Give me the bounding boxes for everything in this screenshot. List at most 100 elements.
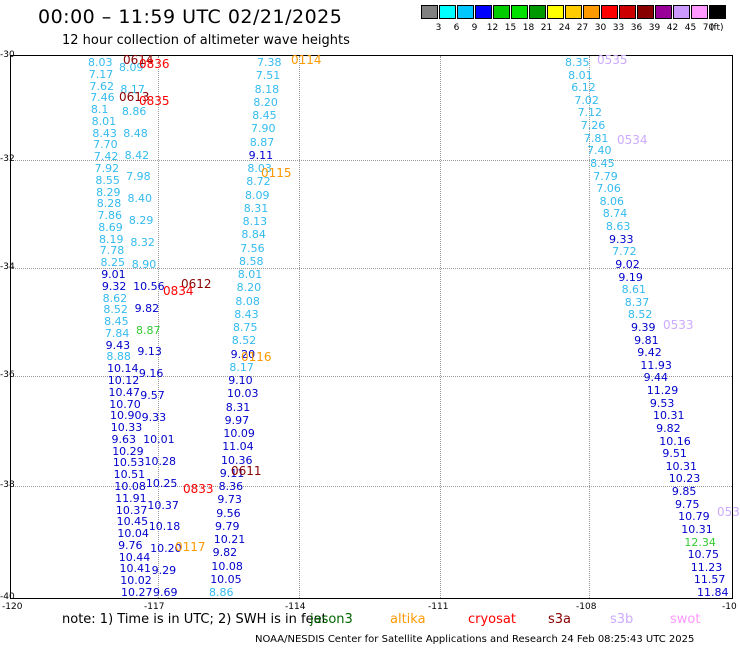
wave-height-label: 7.90 [251,122,276,136]
wave-height-label: 7.70 [93,138,118,152]
wave-height-label: 8.52 [231,334,257,348]
wave-height-label: 7.17 [88,67,114,81]
legend-swatch [475,5,492,19]
wave-height-label: 8.29 [96,185,121,199]
wave-height-label: 8.17 [229,360,254,374]
wave-height-label: 8.09 [245,188,270,202]
legend-swatch [601,5,618,19]
wave-height-label: 9.42 [637,346,662,360]
legend-value: 42 [666,23,679,33]
wave-height-label: 9.82 [212,546,238,560]
wave-height-label: 7.56 [240,241,265,255]
wave-height-label: 9.75 [675,497,700,511]
wave-height-label: 9.01 [101,268,126,281]
wave-height-label: 8.55 [95,173,120,187]
legend-swatch [583,5,600,19]
wave-height-label: 9.33 [141,411,167,424]
satellite-name: cryosat [468,612,516,627]
wave-height-label: 8.18 [254,82,280,96]
wave-height-label: 10.09 [223,427,255,440]
pass-time-label: 0833 [183,482,214,496]
wave-height-label: 9.82 [656,421,681,435]
wave-height-label: 10.79 [678,510,710,524]
wave-height-label: 8.08 [235,294,260,308]
pass-time-label: 0612 [181,277,212,291]
wave-height-label: 8.72 [246,175,271,189]
legend-value: 12 [486,23,499,33]
wave-height-label: 11.93 [640,358,672,372]
wave-height-label: 9.63 [111,432,136,446]
x-axis-label: -114 [285,602,306,612]
wave-height-label: 8.29 [128,214,154,228]
legend-swatch [619,5,636,19]
pass-time-label: 0611 [231,464,262,478]
legend-value: 36 [630,23,643,33]
wave-height-label: 10.18 [148,520,181,534]
legend-value: 3 [435,23,442,33]
grid-line-horizontal [11,160,732,161]
wave-height-label: 8.20 [236,281,262,295]
wave-height-label: 9.97 [224,413,250,427]
wave-height-label: 10.27 [121,586,153,599]
wave-height-label: 11.91 [115,491,147,505]
wave-height-label: 9.13 [137,345,162,359]
wave-height-label: 7.79 [593,169,618,183]
wave-height-label: 7.38 [257,56,282,69]
satellite-name: s3a [548,612,572,627]
wave-height-label: 9.10 [228,374,253,387]
wave-height-label: 8.42 [124,148,150,162]
pass-time-label: 0117 [175,540,206,554]
legend-value: 9 [471,23,478,33]
wave-height-label: 8.17 [120,82,145,96]
pass-time-label: 0614 [123,53,154,67]
wave-height-label: 8.31 [225,400,251,414]
wave-height-label: 8.20 [253,95,278,109]
wave-height-label: 10.37 [115,503,148,517]
legend-swatch [421,5,438,19]
wave-height-label: 8.45 [252,109,277,122]
pass-time-label: 053 [717,505,740,519]
wave-height-label: 9.11 [219,466,245,480]
wave-height-label: 10.36 [221,453,253,467]
wave-height-label: 10.02 [120,574,152,588]
wave-height-label: 7.42 [93,150,119,164]
wave-height-label: 9.81 [634,333,659,347]
pass-time-label: 0836 [139,57,170,71]
wave-height-label: 10.12 [107,374,140,387]
wave-height-label: 10.29 [112,444,144,458]
wave-height-label: 9.82 [134,301,160,315]
pass-time-label: 0613 [119,90,150,104]
wave-height-label: 8.58 [239,254,264,268]
wave-height-label: 8.48 [123,126,148,140]
wave-height-label: 10.28 [144,454,177,468]
legend-value: 18 [522,23,535,33]
wave-height-label: 9.56 [216,506,241,520]
map-subtitle: 12 hour collection of altimeter wave hei… [62,33,350,48]
wave-height-label: 10.21 [213,533,246,546]
grid-line-vertical [299,56,300,598]
wave-height-label: 8.62 [102,291,128,305]
wave-height-label: 9.73 [217,493,242,507]
wave-height-label: 9.11 [248,148,274,162]
wave-height-label: 9.33 [609,232,634,246]
wave-height-label: 9.44 [643,371,669,385]
legend-swatch [691,5,708,19]
map-title: 00:00 – 11:59 UTC 02/21/2025 [38,6,343,28]
wave-height-label: 7.46 [90,91,115,105]
wave-height-label: 8.19 [99,232,124,246]
satellite-name: jason3 [310,612,353,627]
legend-value: 30 [594,23,607,33]
wave-height-label: 11.84 [697,586,729,599]
wave-height-label: 7.92 [94,162,120,175]
pass-time-label: 0835 [139,94,170,108]
wave-height-label: 7.72 [612,245,637,259]
wave-height-label: 10.01 [143,432,175,446]
wave-height-label: 8.88 [106,350,131,364]
legend-value: 45 [684,23,697,33]
wave-height-label: 7.06 [596,182,621,196]
wave-height-label: 10.16 [659,434,691,448]
wave-height-label: 7.81 [583,131,609,145]
wave-height-label: 8.52 [103,303,128,317]
wave-height-label: 9.39 [631,321,656,334]
wave-height-label: 9.51 [662,447,687,461]
